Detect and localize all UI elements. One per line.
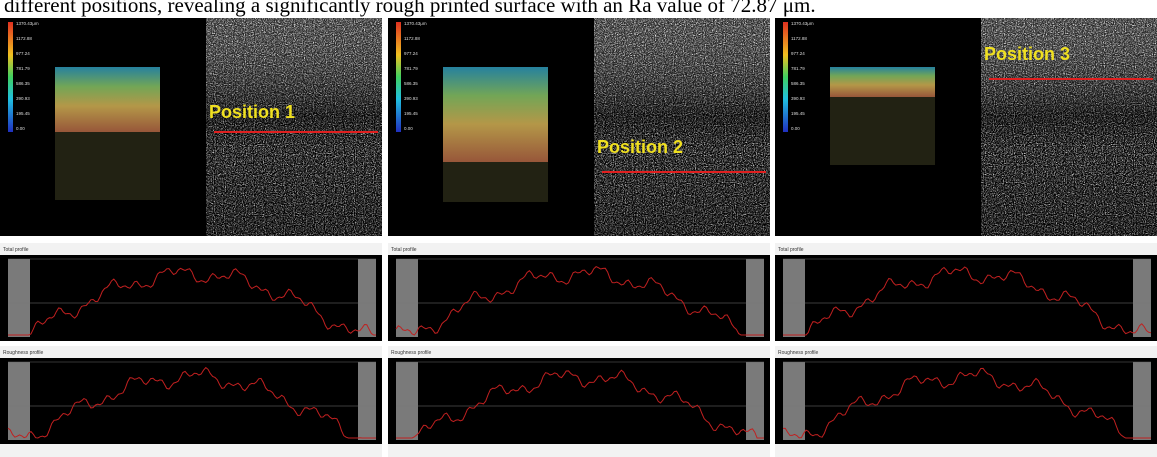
plot-mask-right [746, 259, 764, 337]
color-bar-label: 390.93 [791, 96, 805, 101]
surface-shading [206, 18, 382, 236]
color-bar-label: 195.45 [791, 111, 805, 116]
plot-mask-right [1133, 362, 1151, 440]
plot-mask-left [783, 259, 805, 337]
height-map [443, 67, 548, 162]
height-map-shadow [443, 162, 548, 202]
plot-mask-right [746, 362, 764, 440]
plot-title: Roughness profile [3, 350, 44, 356]
plot-mask-left [396, 259, 418, 337]
plot-title: Roughness profile [391, 350, 432, 356]
position-label: Position 1 [209, 102, 295, 122]
plot-header [388, 243, 770, 255]
figure: different positions, revealing a signifi… [0, 0, 1157, 457]
color-bar-label: 0.00 [16, 126, 25, 131]
color-bar [8, 22, 13, 132]
plot-header [388, 346, 770, 358]
color-bar-label: 1172.88 [404, 36, 420, 41]
position-label: Position 2 [597, 137, 683, 157]
plot-area [775, 358, 1157, 444]
height-map-shadow [55, 132, 160, 200]
color-bar-label: 781.79 [404, 66, 418, 71]
color-bar-label: 1370.43μm [404, 21, 427, 26]
plot-mask-left [8, 259, 30, 337]
panel: 1370.43μm 1172.88 977.24 781.79 586.35 390.93… [0, 18, 382, 457]
plot-title: Roughness profile [778, 350, 819, 356]
color-bar-label: 0.00 [404, 126, 413, 131]
panel: 1370.43μm 1172.88 977.24 781.79 586.35 390.93… [388, 18, 770, 457]
height-map [55, 67, 160, 132]
plot-header [775, 243, 1157, 255]
color-bar-label: 977.24 [16, 51, 30, 56]
height-map-shadow [830, 97, 935, 165]
plot-area [388, 358, 770, 444]
color-bar-label: 390.93 [16, 96, 30, 101]
plot-title: Total profile [3, 247, 29, 253]
status-bar [0, 444, 382, 457]
plot-area [0, 358, 382, 444]
panel: 1370.43μm 1172.88 977.24 781.79 586.35 390.93… [775, 18, 1157, 457]
color-bar [783, 22, 788, 132]
color-bar-label: 586.35 [404, 81, 418, 86]
plot-area [388, 255, 770, 341]
caption: different positions, revealing a signifi… [4, 0, 816, 17]
plot-header [0, 243, 382, 255]
color-bar-label: 195.45 [16, 111, 30, 116]
color-bar-label: 977.24 [404, 51, 418, 56]
plot-title: Total profile [391, 247, 417, 253]
plot-mask-left [783, 362, 805, 440]
color-bar-label: 1370.43μm [16, 21, 39, 26]
plot-mask-right [358, 362, 376, 440]
color-bar-label: 1172.88 [791, 36, 807, 41]
color-bar-label: 586.35 [16, 81, 30, 86]
color-bar-label: 0.00 [791, 126, 800, 131]
plot-mask-right [1133, 259, 1151, 337]
color-bar-label: 781.79 [791, 66, 805, 71]
color-bar-label: 195.45 [404, 111, 418, 116]
color-bar-label: 1172.88 [16, 36, 32, 41]
plot-header [0, 346, 382, 358]
color-bar-label: 1370.43μm [791, 21, 814, 26]
color-bar-label: 390.93 [404, 96, 418, 101]
color-bar [396, 22, 401, 132]
status-bar [775, 444, 1157, 457]
plot-mask-left [8, 362, 30, 440]
surface-shading [594, 18, 770, 236]
status-bar [388, 444, 770, 457]
color-bar-label: 781.79 [16, 66, 30, 71]
plot-mask-left [396, 362, 418, 440]
plot-area [0, 255, 382, 341]
plot-header [775, 346, 1157, 358]
color-bar-label: 586.35 [791, 81, 805, 86]
height-map [830, 67, 935, 97]
color-bar-label: 977.24 [791, 51, 805, 56]
plot-title: Total profile [778, 247, 804, 253]
position-label: Position 3 [984, 44, 1070, 64]
